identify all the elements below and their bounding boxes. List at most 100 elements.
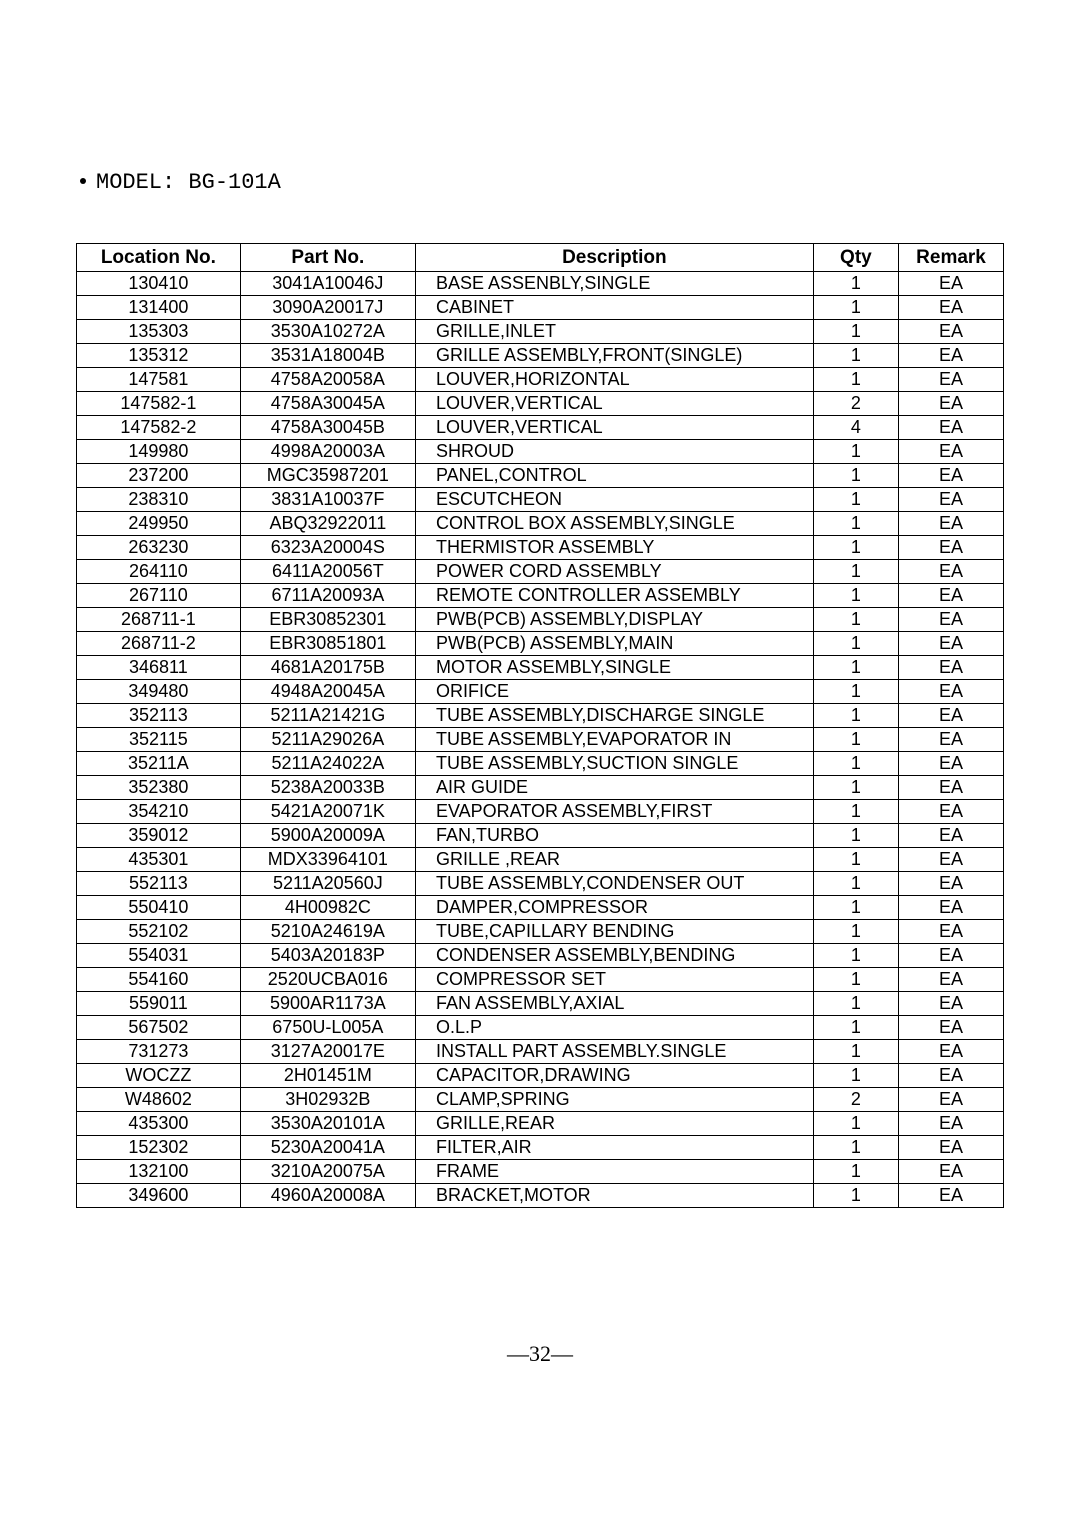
table-row: 2632306323A20004STHERMISTOR ASSEMBLY1EA (77, 536, 1004, 560)
table-cell: 5210A24619A (240, 920, 415, 944)
table-cell: W48602 (77, 1088, 241, 1112)
table-cell: 1 (813, 632, 898, 656)
table-cell: 1 (813, 680, 898, 704)
table-cell: EA (899, 536, 1004, 560)
table-cell: 1 (813, 872, 898, 896)
table-cell: 1 (813, 512, 898, 536)
table-cell: EA (899, 1184, 1004, 1208)
table-row: 268711-1EBR30852301PWB(PCB) ASSEMBLY,DIS… (77, 608, 1004, 632)
table-cell: 1 (813, 344, 898, 368)
table-cell: EA (899, 1160, 1004, 1184)
table-cell: INSTALL PART ASSEMBLY.SINGLE (415, 1040, 813, 1064)
table-cell: 5403A20183P (240, 944, 415, 968)
table-cell: 359012 (77, 824, 241, 848)
table-cell: EA (899, 728, 1004, 752)
table-cell: 1 (813, 704, 898, 728)
table-cell: 1 (813, 656, 898, 680)
table-row: 3468114681A20175BMOTOR ASSEMBLY,SINGLE1E… (77, 656, 1004, 680)
table-cell: 1 (813, 584, 898, 608)
column-header: Description (415, 244, 813, 272)
table-row: 435301MDX33964101GRILLE ,REAR1EA (77, 848, 1004, 872)
table-row: 5675026750U-L005AO.L.P1EA (77, 1016, 1004, 1040)
table-cell: GRILLE,INLET (415, 320, 813, 344)
table-cell: 1 (813, 800, 898, 824)
table-cell: EA (899, 296, 1004, 320)
table-cell: 435300 (77, 1112, 241, 1136)
table-cell: 5238A20033B (240, 776, 415, 800)
table-cell: 554031 (77, 944, 241, 968)
table-cell: 5211A20560J (240, 872, 415, 896)
table-cell: EA (899, 752, 1004, 776)
table-cell: ESCUTCHEON (415, 488, 813, 512)
table-cell: 2520UCBA016 (240, 968, 415, 992)
table-row: 268711-2EBR30851801PWB(PCB) ASSEMBLY,MAI… (77, 632, 1004, 656)
table-cell: EA (899, 1040, 1004, 1064)
table-cell: EA (899, 632, 1004, 656)
table-cell: 552102 (77, 920, 241, 944)
table-row: 147582-24758A30045BLOUVER,VERTICAL4EA (77, 416, 1004, 440)
table-cell: 435301 (77, 848, 241, 872)
table-cell: EA (899, 1136, 1004, 1160)
table-cell: EA (899, 1064, 1004, 1088)
table-cell: EBR30851801 (240, 632, 415, 656)
table-cell: 1 (813, 320, 898, 344)
table-cell: TUBE ASSEMBLY,DISCHARGE SINGLE (415, 704, 813, 728)
table-row: 5521135211A20560JTUBE ASSEMBLY,CONDENSER… (77, 872, 1004, 896)
table-cell: 559011 (77, 992, 241, 1016)
column-header: Location No. (77, 244, 241, 272)
table-cell: FAN,TURBO (415, 824, 813, 848)
table-cell: O.L.P (415, 1016, 813, 1040)
table-cell: 135303 (77, 320, 241, 344)
table-cell: 349480 (77, 680, 241, 704)
table-row: 35211A5211A24022ATUBE ASSEMBLY,SUCTION S… (77, 752, 1004, 776)
table-cell: 6711A20093A (240, 584, 415, 608)
table-cell: 3530A10272A (240, 320, 415, 344)
table-cell: 3831A10037F (240, 488, 415, 512)
table-cell: 1 (813, 896, 898, 920)
table-cell: 1 (813, 1040, 898, 1064)
table-cell: 349600 (77, 1184, 241, 1208)
table-cell: CLAMP,SPRING (415, 1088, 813, 1112)
table-cell: BASE ASSENBLY,SINGLE (415, 272, 813, 296)
table-cell: EA (899, 488, 1004, 512)
table-cell: EA (899, 272, 1004, 296)
table-cell: 4681A20175B (240, 656, 415, 680)
table-cell: EBR30852301 (240, 608, 415, 632)
table-cell: 5230A20041A (240, 1136, 415, 1160)
table-cell: 5421A20071K (240, 800, 415, 824)
table-cell: CABINET (415, 296, 813, 320)
table-cell: EA (899, 872, 1004, 896)
table-cell: 6411A20056T (240, 560, 415, 584)
table-cell: 1 (813, 368, 898, 392)
table-cell: EVAPORATOR ASSEMBLY,FIRST (415, 800, 813, 824)
table-cell: MOTOR ASSEMBLY,SINGLE (415, 656, 813, 680)
table-cell: 554160 (77, 968, 241, 992)
table-cell: LOUVER,VERTICAL (415, 416, 813, 440)
table-row: 249950ABQ32922011CONTROL BOX ASSEMBLY,SI… (77, 512, 1004, 536)
table-row: 5504104H00982CDAMPER,COMPRESSOR1EA (77, 896, 1004, 920)
table-cell: 4758A30045A (240, 392, 415, 416)
table-cell: FAN ASSEMBLY,AXIAL (415, 992, 813, 1016)
table-row: 237200MGC35987201PANEL,CONTROL1EA (77, 464, 1004, 488)
table-cell: 131400 (77, 296, 241, 320)
table-cell: 1 (813, 1016, 898, 1040)
table-cell: EA (899, 608, 1004, 632)
table-cell: EA (899, 1088, 1004, 1112)
table-cell: 1 (813, 440, 898, 464)
table-row: 2641106411A20056TPOWER CORD ASSEMBLY1EA (77, 560, 1004, 584)
table-cell: 5211A29026A (240, 728, 415, 752)
table-row: 3521155211A29026ATUBE ASSEMBLY,EVAPORATO… (77, 728, 1004, 752)
table-cell: EA (899, 1016, 1004, 1040)
table-cell: 567502 (77, 1016, 241, 1040)
table-row: 3523805238A20033BAIR GUIDE1EA (77, 776, 1004, 800)
table-cell: PWB(PCB) ASSEMBLY,MAIN (415, 632, 813, 656)
table-row: 1475814758A20058ALOUVER,HORIZONTAL1EA (77, 368, 1004, 392)
table-cell: 152302 (77, 1136, 241, 1160)
column-header: Qty (813, 244, 898, 272)
table-cell: 4 (813, 416, 898, 440)
table-cell: 2H01451M (240, 1064, 415, 1088)
table-cell: 35211A (77, 752, 241, 776)
table-cell: 1 (813, 728, 898, 752)
table-row: 1314003090A20017JCABINET1EA (77, 296, 1004, 320)
table-row: 1499804998A20003ASHROUD1EA (77, 440, 1004, 464)
